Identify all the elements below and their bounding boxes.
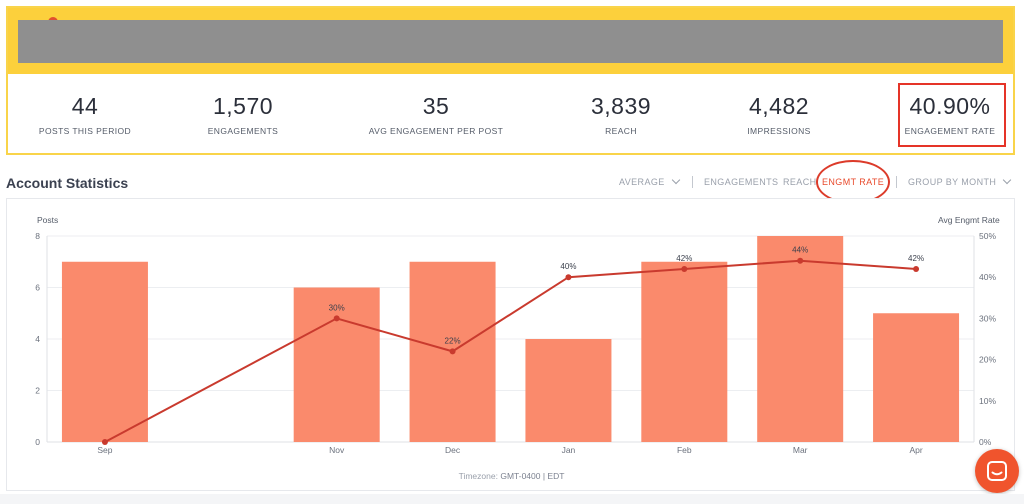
y-tick-left: 0 bbox=[35, 437, 40, 447]
y-tick-left: 8 bbox=[35, 231, 40, 241]
y-tick-right: 40% bbox=[979, 272, 996, 282]
account-statistics-chart: 0 2 4 6 8 0% 10% 20% 30% 40% 50% Sep Nov Dec Jan Feb Mar… bbox=[35, 231, 996, 455]
metric-value: 35 bbox=[422, 93, 450, 119]
metric-value: 40.90% bbox=[909, 93, 991, 119]
data-label: 22% bbox=[445, 336, 461, 345]
group-by-label: GROUP BY MONTH bbox=[908, 177, 997, 187]
x-tick-label: Dec bbox=[445, 445, 461, 455]
metric-value: 44 bbox=[71, 93, 99, 119]
metric-label: ENGAGEMENTS bbox=[207, 126, 279, 136]
metric-engagements: 1,570 ENGAGEMENTS bbox=[153, 92, 333, 136]
metric-value: 3,839 bbox=[590, 93, 652, 119]
chart-panel: Posts Avg Engmt Rate 0 2 4 6 8 0% 10% 20% 30% 40%… bbox=[6, 198, 1015, 491]
highlight-box bbox=[898, 83, 1006, 147]
metric-value: 1,570 bbox=[212, 93, 274, 119]
x-tick-label: Feb bbox=[677, 445, 692, 455]
bar-jan bbox=[525, 339, 612, 442]
x-tick-label: Nov bbox=[329, 445, 345, 455]
metric-label: ENGAGEMENT RATE bbox=[904, 126, 996, 136]
x-tick-label: Jan bbox=[562, 445, 576, 455]
y-tick-right: 20% bbox=[979, 355, 996, 365]
bar-sep bbox=[61, 261, 148, 442]
x-tick-label: Mar bbox=[793, 445, 808, 455]
engagements-button[interactable]: ENGAGEMENTS bbox=[704, 177, 779, 187]
metric-value: 4,482 bbox=[748, 93, 810, 119]
y-tick-right: 50% bbox=[979, 231, 996, 241]
divider bbox=[896, 176, 897, 188]
bar-mar bbox=[757, 236, 844, 442]
line-point bbox=[449, 348, 456, 355]
data-label: 40% bbox=[560, 262, 576, 271]
chevron-down-icon bbox=[671, 175, 680, 185]
timezone-value: GMT-0400 | EDT bbox=[500, 471, 565, 481]
timezone-label: Timezone: bbox=[458, 471, 498, 481]
metric-impressions: 4,482 IMPRESSIONS bbox=[689, 92, 869, 136]
y-tick-left: 4 bbox=[35, 334, 40, 344]
left-axis-title: Posts bbox=[37, 215, 59, 225]
data-label: 42% bbox=[676, 254, 692, 263]
page-footer bbox=[0, 494, 1024, 504]
section-title: Account Statistics bbox=[6, 175, 129, 191]
data-label: 30% bbox=[329, 303, 345, 312]
divider bbox=[692, 176, 693, 188]
average-label: AVERAGE bbox=[619, 177, 665, 187]
y-tick-right: 10% bbox=[979, 396, 996, 406]
line-point bbox=[565, 274, 572, 281]
data-label: 44% bbox=[792, 246, 808, 255]
metric-label: POSTS THIS PERIOD bbox=[38, 126, 132, 136]
bar-apr bbox=[873, 313, 960, 442]
line-point bbox=[913, 265, 920, 272]
bar-feb bbox=[641, 261, 728, 442]
metric-label: REACH bbox=[605, 126, 637, 136]
metric-label: AVG ENGAGEMENT PER POST bbox=[368, 126, 504, 136]
line-point bbox=[797, 257, 804, 264]
data-label: 42% bbox=[908, 254, 924, 263]
chat-launcher-button[interactable] bbox=[975, 449, 1019, 493]
group-by-dropdown[interactable]: GROUP BY MONTH bbox=[908, 175, 1012, 187]
y-tick-left: 6 bbox=[35, 283, 40, 293]
metric-avg-engagement: 35 AVG ENGAGEMENT PER POST bbox=[346, 92, 526, 136]
y-tick-right: 0% bbox=[979, 437, 992, 447]
metric-reach: 3,839 REACH bbox=[531, 92, 711, 136]
timezone-note: Timezone: GMT-0400 | EDT bbox=[7, 471, 1016, 481]
right-axis-title: Avg Engmt Rate bbox=[938, 215, 1000, 225]
chat-icon bbox=[987, 461, 1007, 481]
line-point bbox=[681, 265, 688, 272]
line-point bbox=[333, 315, 340, 322]
bar-nov bbox=[293, 287, 380, 442]
summary-card: 44 POSTS THIS PERIOD 1,570 ENGAGEMENTS 3… bbox=[6, 6, 1015, 155]
reach-button[interactable]: REACH bbox=[783, 177, 817, 187]
x-tick-label: Apr bbox=[909, 445, 922, 455]
x-tick-label: Sep bbox=[97, 445, 112, 455]
chevron-down-icon bbox=[1003, 175, 1012, 185]
banner bbox=[8, 8, 1013, 74]
y-tick-right: 30% bbox=[979, 313, 996, 323]
redacted-banner bbox=[18, 20, 1003, 63]
y-tick-left: 2 bbox=[35, 386, 40, 396]
metric-posts: 44 POSTS THIS PERIOD bbox=[0, 92, 175, 136]
average-dropdown[interactable]: AVERAGE bbox=[619, 175, 680, 187]
line-point bbox=[101, 439, 108, 445]
metric-label: IMPRESSIONS bbox=[747, 126, 811, 136]
metric-engagement-rate: 40.90% ENGAGEMENT RATE bbox=[860, 92, 1024, 136]
